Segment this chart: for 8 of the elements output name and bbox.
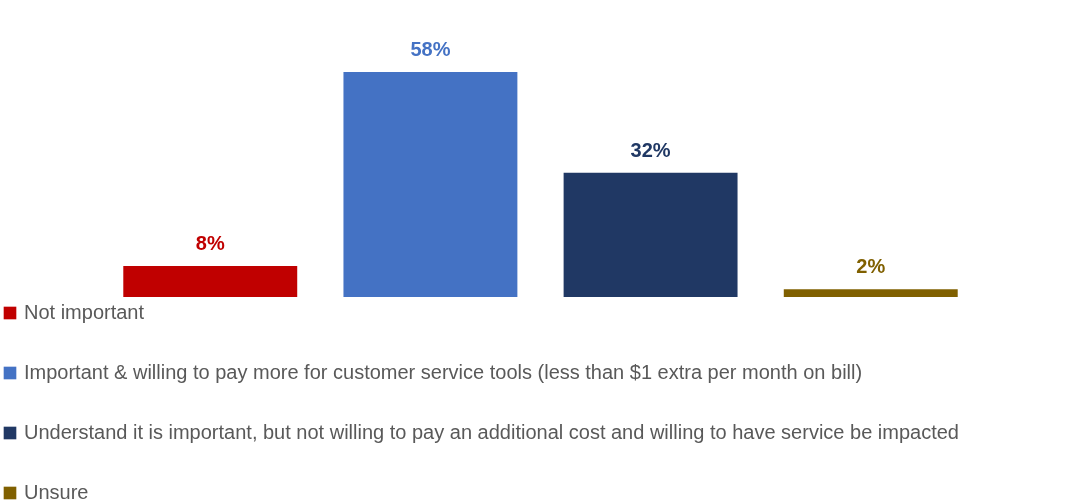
legend-label: Understand it is important, but not willing to pay an additional cost and willing to have service be impacted bbox=[24, 421, 959, 443]
legend-label: Important & willing to pay more for customer service tools (less than $1 extra per month on bill) bbox=[24, 361, 863, 383]
data-label: 58% bbox=[410, 38, 451, 60]
data-label: 2% bbox=[856, 255, 886, 278]
legend-label: Unsure bbox=[24, 481, 89, 503]
legend-label: Not important bbox=[24, 301, 145, 323]
data-label: 8% bbox=[195, 231, 225, 254]
data-label: 32% bbox=[630, 138, 671, 161]
